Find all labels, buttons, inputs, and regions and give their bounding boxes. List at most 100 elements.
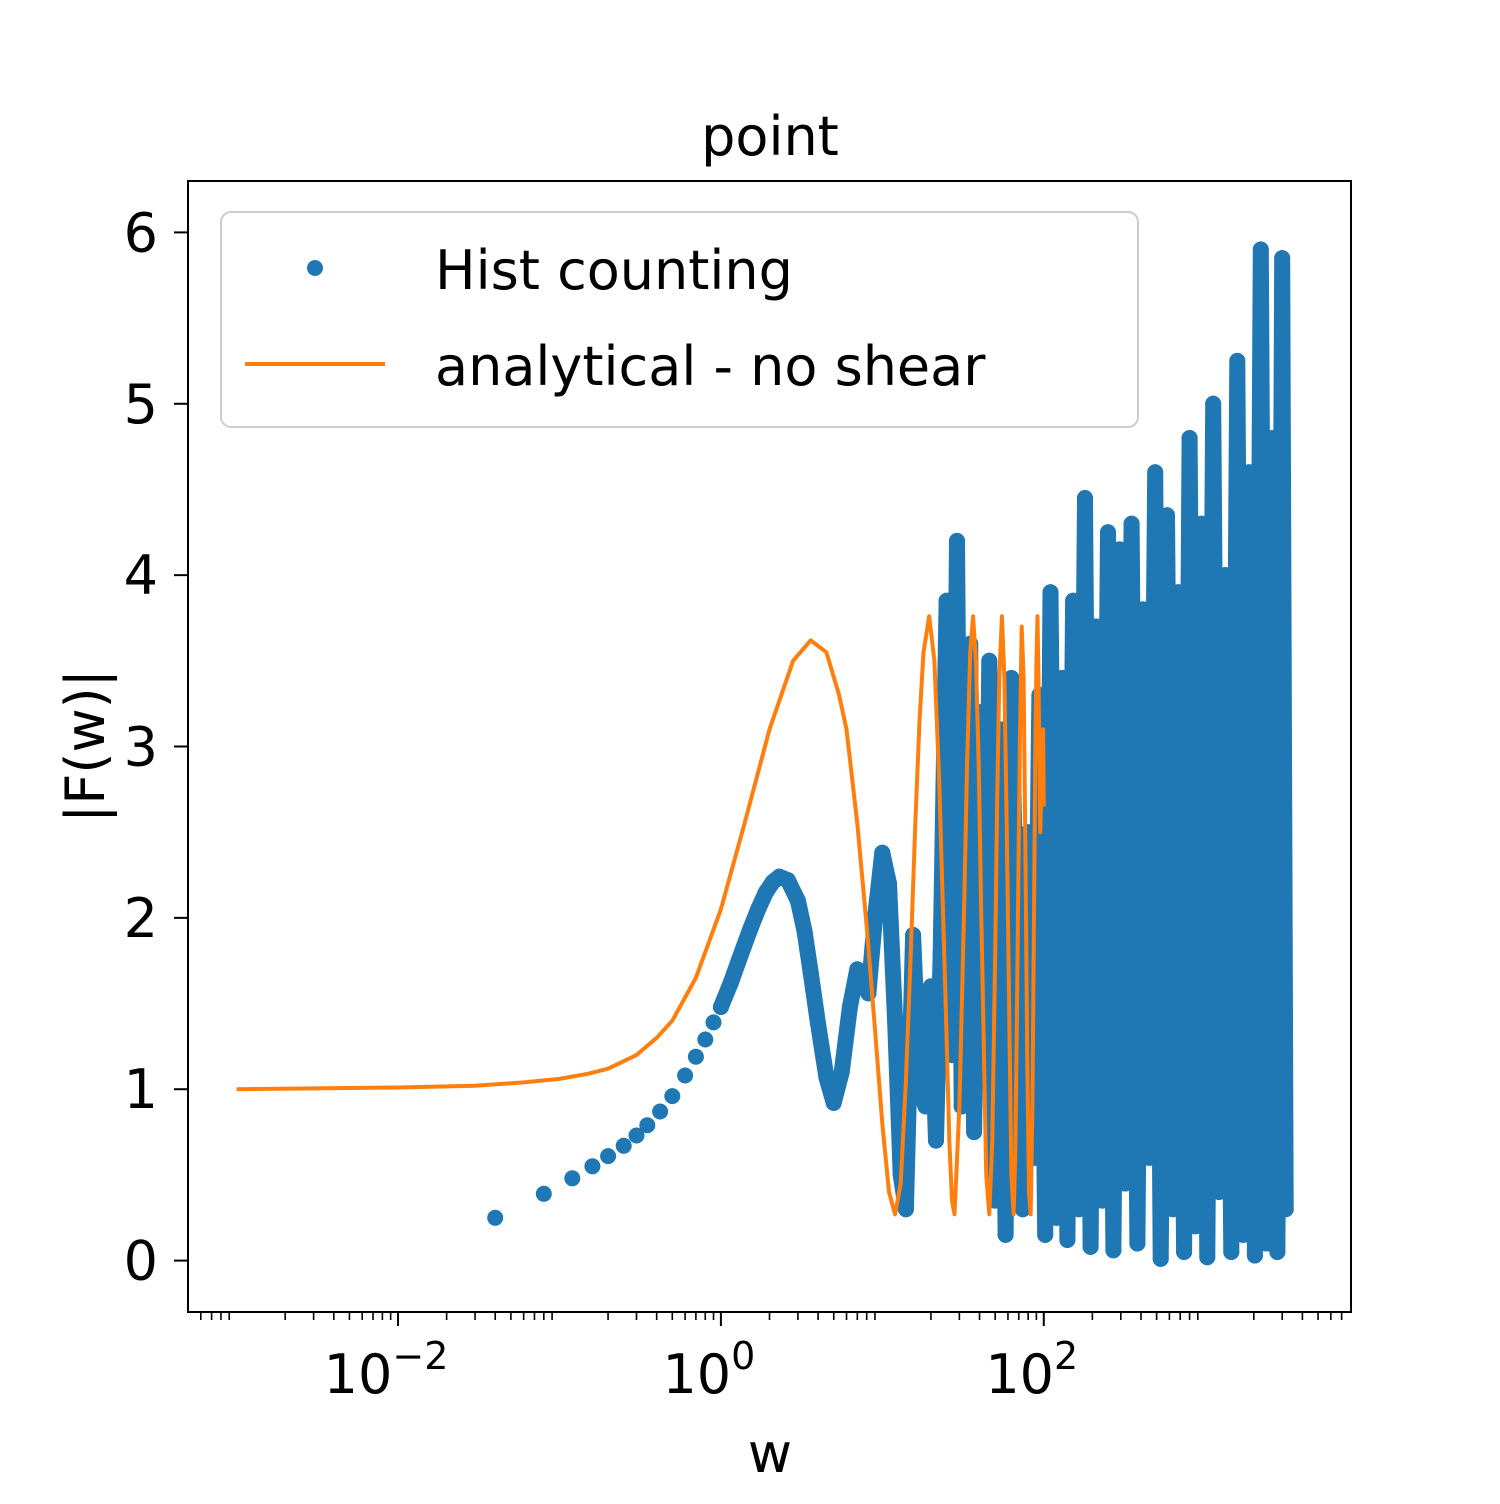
hist-counting-point <box>1164 1201 1181 1218</box>
hist-counting-point <box>867 909 883 926</box>
hist-counting-point <box>849 961 866 978</box>
hist-counting-point <box>1129 1235 1146 1252</box>
hist-counting-point <box>1235 1226 1252 1243</box>
hist-counting-point <box>1147 464 1164 481</box>
hist-counting-point <box>1087 618 1104 635</box>
hist-counting-point <box>825 1094 842 1111</box>
hist-counting-point <box>887 1012 904 1029</box>
hist-counting-point <box>1100 524 1116 541</box>
series-layer <box>236 241 1294 1267</box>
hist-counting-point <box>1223 1244 1240 1260</box>
hist-counting-point <box>564 1170 581 1187</box>
x-axis: 10−2 100 102 <box>199 1312 1343 1406</box>
hist-counting-point <box>938 592 955 609</box>
y-tick-label: 1 <box>124 1058 158 1121</box>
hist-counting-point <box>1123 515 1140 532</box>
hist-counting-point <box>1264 430 1281 446</box>
hist-counting-point <box>1077 490 1093 506</box>
hist-counting-point <box>1042 584 1059 601</box>
hist-counting-point <box>949 532 965 549</box>
hist-counting-point <box>1082 1238 1099 1255</box>
hist-counting-point <box>1170 584 1187 601</box>
hist-counting-point <box>1246 1247 1263 1264</box>
hist-counting-point <box>487 1209 504 1226</box>
hist-counting-point <box>1065 592 1082 609</box>
hist-counting-point <box>1187 1218 1204 1235</box>
hist-counting-point <box>600 1148 617 1165</box>
hist-counting-point <box>687 1048 704 1065</box>
legend-label-analytical: analytical - no shear <box>435 335 986 398</box>
hist-counting-point <box>1141 1149 1158 1166</box>
legend-label-hist-counting: Hist counting <box>435 239 793 302</box>
hist-counting-point <box>874 844 891 861</box>
hist-counting-point <box>971 704 988 721</box>
hist-counting-point <box>1134 601 1151 618</box>
y-axis: 0 1 2 3 4 5 6 <box>124 201 188 1293</box>
chart-title: point <box>701 105 839 168</box>
hist-counting-point <box>922 978 939 995</box>
hist-counting-point <box>1241 464 1258 481</box>
hist-counting-point <box>1111 541 1128 558</box>
hist-counting-point <box>818 1069 835 1086</box>
hist-counting-point <box>1014 1201 1031 1218</box>
series-hist-counting <box>487 241 1294 1267</box>
hist-counting-point <box>1037 1226 1054 1243</box>
hist-counting-point <box>677 1067 694 1084</box>
hist-counting-point <box>1258 1235 1275 1252</box>
hist-counting-point <box>1105 1242 1122 1259</box>
hist-counting-point <box>722 975 739 991</box>
hist-counting-point <box>1229 352 1246 369</box>
hist-counting-point <box>615 1137 632 1154</box>
y-axis-label: |F(w)| <box>54 669 117 823</box>
x-tick-label: 100 <box>662 1334 755 1406</box>
y-tick-label: 4 <box>124 544 158 607</box>
hist-counting-point <box>584 1158 601 1175</box>
hist-counting-point <box>1054 670 1071 686</box>
hist-counting-point <box>1277 1201 1294 1218</box>
hist-counting-point <box>1070 1201 1087 1218</box>
hist-counting-point <box>1003 670 1020 686</box>
hist-counting-point <box>1176 1244 1193 1260</box>
hist-counting-point <box>1159 507 1175 524</box>
hist-counting-point <box>997 1226 1014 1243</box>
legend-marker-hist-counting <box>307 260 323 276</box>
hist-counting-point <box>779 872 796 889</box>
hist-counting-point <box>705 1014 722 1031</box>
hist-counting-point <box>796 923 813 940</box>
x-axis-label: w <box>748 1422 792 1485</box>
hist-counting-point <box>917 1098 934 1115</box>
hist-counting-point <box>697 1031 714 1048</box>
legend-box <box>220 211 1139 428</box>
x-tick-label: 10−2 <box>324 1334 449 1406</box>
y-tick-label: 2 <box>124 887 158 950</box>
hist-counting-point <box>966 1124 983 1141</box>
hist-counting-point <box>953 1098 970 1115</box>
hist-counting-point <box>1193 515 1210 532</box>
hist-counting-point <box>741 923 758 940</box>
hist-counting-point <box>841 999 858 1015</box>
hist-counting-point <box>1152 1250 1169 1267</box>
hist-counting-point <box>712 999 729 1015</box>
hist-counting-point <box>1217 567 1234 584</box>
y-tick-label: 0 <box>124 1230 158 1293</box>
hist-counting-point <box>1274 250 1291 267</box>
hist-counting-point <box>881 875 897 892</box>
hist-counting-point <box>652 1103 669 1120</box>
hist-counting-point <box>750 901 767 918</box>
hist-counting-point <box>1181 430 1198 446</box>
series-analytical-no-shear <box>236 614 1046 1217</box>
hist-counting-point <box>1205 395 1222 412</box>
hist-counting-point <box>1117 1175 1134 1192</box>
hist-counting-point <box>1252 241 1269 258</box>
hist-counting-point <box>1059 1232 1076 1248</box>
legend: Hist counting analytical - no shear <box>220 211 1139 428</box>
hist-counting-point <box>1199 1249 1216 1266</box>
hist-counting-point <box>911 1081 928 1098</box>
hist-counting-point <box>1094 1192 1111 1209</box>
y-tick-label: 6 <box>124 201 158 264</box>
hist-counting-point <box>535 1185 552 1202</box>
hist-counting-point <box>928 1132 944 1149</box>
hist-counting-point <box>802 964 819 981</box>
hist-counting-point <box>731 951 748 967</box>
